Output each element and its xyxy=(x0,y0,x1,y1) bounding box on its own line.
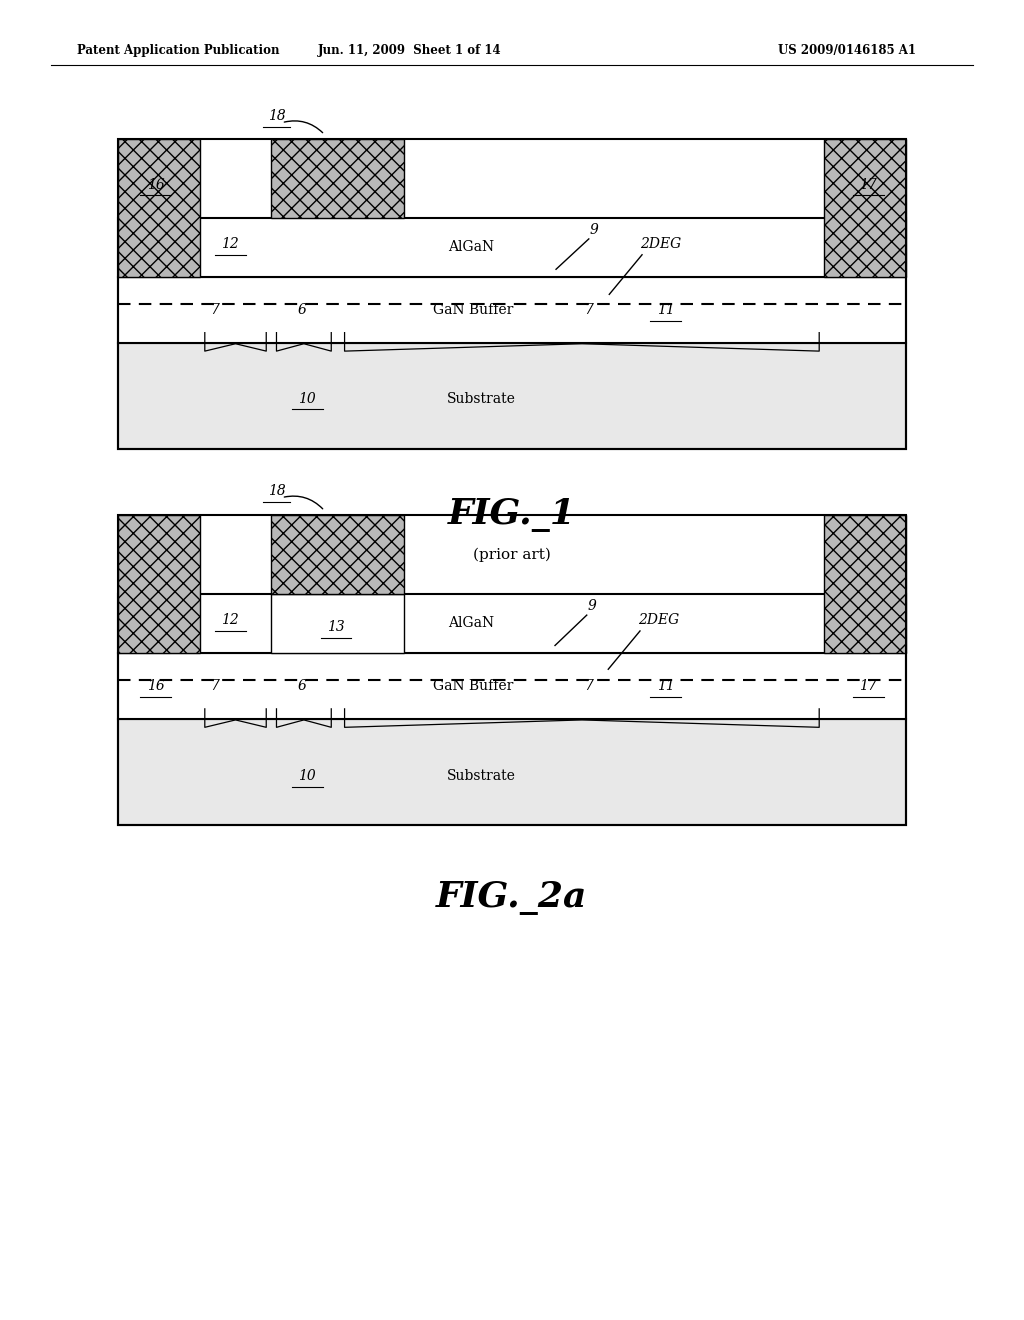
Text: Substrate: Substrate xyxy=(446,770,516,783)
Text: 12: 12 xyxy=(221,614,240,627)
Text: 9: 9 xyxy=(590,223,598,236)
Text: 2DEG: 2DEG xyxy=(638,614,679,627)
Bar xyxy=(118,515,906,825)
Text: Jun. 11, 2009  Sheet 1 of 14: Jun. 11, 2009 Sheet 1 of 14 xyxy=(317,44,502,57)
Text: FIG._2a: FIG._2a xyxy=(436,880,588,915)
Text: 7: 7 xyxy=(211,304,219,317)
Text: US 2009/0146185 A1: US 2009/0146185 A1 xyxy=(778,44,916,57)
Text: 6: 6 xyxy=(298,304,306,317)
Text: 9: 9 xyxy=(588,599,596,612)
Bar xyxy=(118,139,200,277)
Text: 16: 16 xyxy=(146,680,165,693)
Bar xyxy=(118,719,906,825)
Text: 11: 11 xyxy=(656,680,675,693)
Text: 6: 6 xyxy=(298,680,306,693)
Text: 12: 12 xyxy=(221,238,240,251)
Text: 7: 7 xyxy=(585,304,593,317)
Text: 7: 7 xyxy=(585,680,593,693)
Text: Substrate: Substrate xyxy=(446,392,516,405)
Text: FIG._1: FIG._1 xyxy=(449,498,575,532)
Bar xyxy=(118,594,906,653)
Bar xyxy=(824,139,906,277)
Bar xyxy=(118,277,906,343)
Text: 18: 18 xyxy=(267,484,286,498)
Text: Patent Application Publication: Patent Application Publication xyxy=(77,44,280,57)
Bar xyxy=(271,139,404,218)
Text: 7: 7 xyxy=(211,680,219,693)
Bar xyxy=(824,515,906,653)
Text: 13: 13 xyxy=(327,620,345,634)
Text: GaN Buffer: GaN Buffer xyxy=(433,304,513,317)
Bar xyxy=(118,515,200,653)
Bar xyxy=(118,343,906,449)
Text: 11: 11 xyxy=(656,304,675,317)
Bar xyxy=(118,139,906,449)
Text: AlGaN: AlGaN xyxy=(447,240,495,253)
Text: 17: 17 xyxy=(859,680,878,693)
Bar xyxy=(271,594,404,653)
Text: 16: 16 xyxy=(146,178,165,191)
Bar xyxy=(118,218,906,277)
Bar xyxy=(118,653,906,719)
Text: 17: 17 xyxy=(859,178,878,191)
Text: (prior art): (prior art) xyxy=(473,548,551,561)
Text: 10: 10 xyxy=(298,392,316,405)
Text: 18: 18 xyxy=(267,110,286,123)
Text: 10: 10 xyxy=(298,770,316,783)
Bar xyxy=(271,515,404,594)
Text: GaN Buffer: GaN Buffer xyxy=(433,680,513,693)
Text: 2DEG: 2DEG xyxy=(640,238,681,251)
Text: AlGaN: AlGaN xyxy=(447,616,495,630)
